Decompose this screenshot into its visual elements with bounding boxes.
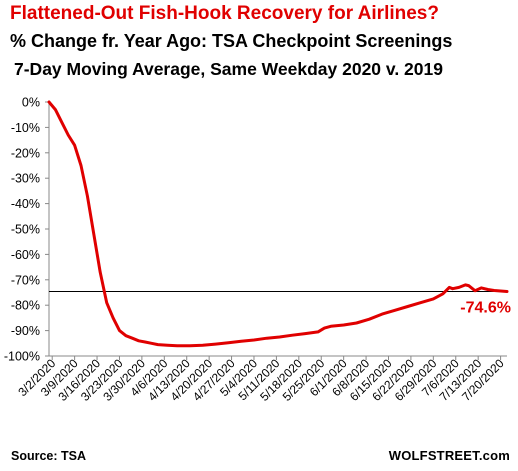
chart-subtitle-2: 7-Day Moving Average, Same Weekday 2020 … xyxy=(14,59,443,79)
y-tick-label: -100% xyxy=(4,350,40,364)
y-tick-label: -30% xyxy=(11,172,40,186)
end-value-label: -74.6% xyxy=(460,299,511,316)
y-tick-label: -80% xyxy=(11,299,40,313)
y-tick-label: -40% xyxy=(11,197,40,211)
y-tick-label: -70% xyxy=(11,273,40,287)
brand-label: WOLFSTREET.com xyxy=(388,448,510,463)
series-line xyxy=(47,100,509,348)
y-tick-label: -60% xyxy=(11,248,40,262)
source-note: Source: TSA xyxy=(11,449,87,463)
y-tick-label: -90% xyxy=(11,324,40,338)
chart-subtitle: % Change fr. Year Ago: TSA Checkpoint Sc… xyxy=(10,31,453,51)
y-tick-label: -10% xyxy=(11,121,40,135)
chart-title: Flattened-Out Fish-Hook Recovery for Air… xyxy=(10,3,439,24)
y-tick-label: -50% xyxy=(11,223,40,237)
y-tick-label: 0% xyxy=(22,96,40,110)
y-tick-label: -20% xyxy=(11,146,40,160)
